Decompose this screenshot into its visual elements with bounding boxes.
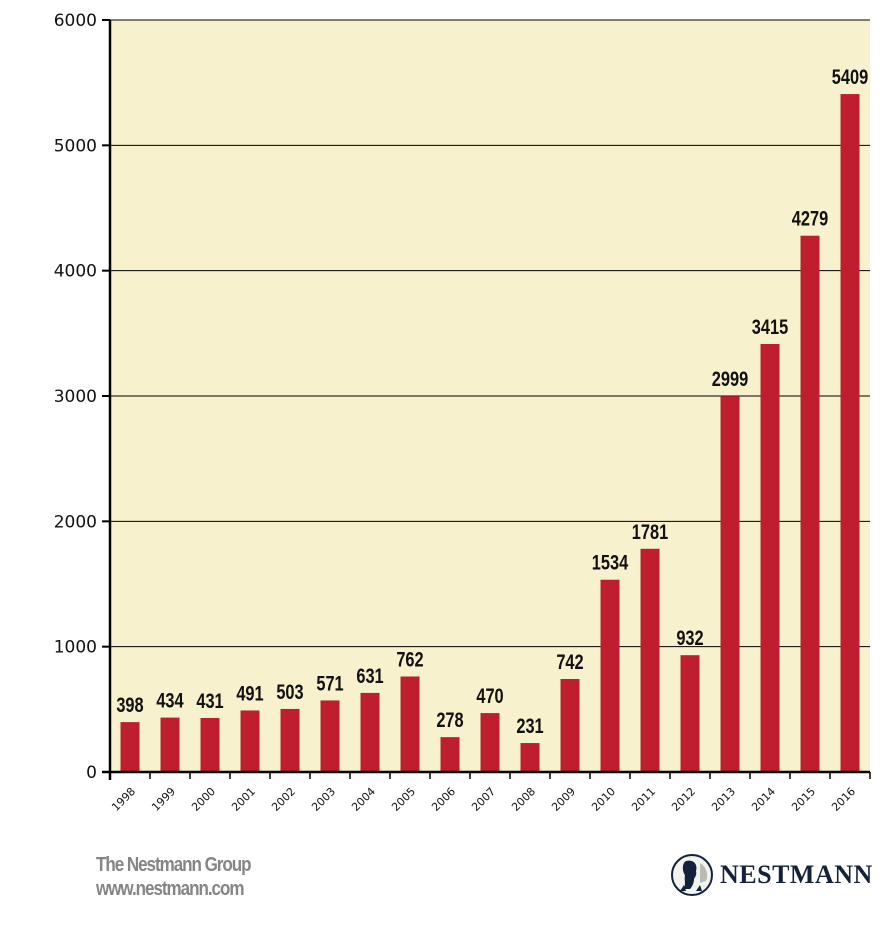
x-tick-label-2003: 2003	[309, 785, 338, 814]
x-tick-label-2007: 2007	[469, 785, 498, 814]
bar-2011	[640, 548, 660, 772]
y-tick-label: 5000	[54, 136, 97, 156]
bar-2003	[320, 700, 340, 772]
y-tick-label: 0	[86, 763, 97, 783]
bar-2005	[400, 676, 420, 772]
x-tick-label-2013: 2013	[709, 785, 738, 814]
x-tick-label-1999: 1999	[149, 785, 178, 814]
bar-1999	[160, 717, 180, 772]
bar-2001	[240, 710, 260, 772]
y-tick-label: 2000	[54, 512, 97, 532]
website-link[interactable]: www.nestmann.com	[96, 878, 244, 900]
x-tick-label-2006: 2006	[429, 785, 458, 814]
data-label-2007: 470	[476, 684, 503, 707]
x-tick-label-2015: 2015	[789, 785, 818, 814]
portrait-seal-icon	[671, 854, 713, 896]
data-label-2010: 1534	[592, 551, 629, 574]
x-tick-label-2005: 2005	[389, 785, 418, 814]
data-label-2000: 431	[196, 689, 223, 712]
bar-2000	[200, 717, 220, 772]
data-label-2008: 231	[516, 714, 543, 737]
x-tick-label-2008: 2008	[509, 785, 538, 814]
bar-2006	[440, 737, 460, 772]
x-tick-label-2016: 2016	[829, 785, 858, 814]
x-tick-label-2011: 2011	[629, 785, 658, 814]
nestmann-logo: NESTMANN	[670, 853, 873, 897]
x-tick-label-2004: 2004	[349, 785, 378, 814]
x-tick-label-2001: 2001	[229, 785, 258, 814]
data-label-2009: 742	[556, 650, 583, 673]
bar-2002	[280, 708, 300, 772]
logo-wordmark: NESTMANN	[720, 860, 873, 889]
company-name: The Nestmann Group	[96, 854, 252, 876]
bar-2009	[560, 679, 580, 772]
data-label-2004: 631	[356, 664, 383, 687]
x-tick-label-2010: 2010	[589, 785, 618, 814]
bar-2014	[760, 343, 780, 772]
x-tick-label-2009: 2009	[549, 785, 578, 814]
bar-2012	[680, 655, 700, 772]
data-label-2011: 1781	[632, 520, 668, 543]
data-label-2006: 278	[436, 708, 463, 731]
x-tick-label-2012: 2012	[669, 785, 698, 814]
data-label-2002: 503	[276, 680, 303, 703]
data-label-2012: 932	[676, 626, 703, 649]
x-tick-label-2014: 2014	[749, 785, 778, 814]
y-tick-label: 6000	[54, 11, 97, 31]
y-tick-label: 3000	[54, 387, 97, 407]
bar-2010	[600, 579, 620, 772]
data-label-2003: 571	[316, 671, 343, 694]
data-label-2005: 762	[396, 648, 423, 671]
bar-1998	[120, 722, 140, 772]
x-tick-label-1998: 1998	[109, 785, 138, 814]
bar-2016	[840, 94, 860, 772]
bar-2004	[360, 692, 380, 772]
y-tick-label: 4000	[54, 262, 97, 282]
x-tick-label-2000: 2000	[189, 785, 218, 814]
footer-credit: The Nestmann Group www.nestmann.com	[96, 853, 252, 901]
bar-2008	[520, 743, 540, 772]
bar-2015	[800, 235, 820, 772]
data-label-2001: 491	[236, 682, 263, 705]
data-label-2016: 5409	[832, 65, 868, 88]
data-label-1998: 398	[116, 693, 143, 716]
x-tick-label-2002: 2002	[269, 785, 298, 814]
data-label-2015: 4279	[792, 207, 828, 230]
bar-2013	[720, 396, 740, 772]
y-tick-label: 1000	[54, 638, 97, 658]
data-label-2013: 2999	[712, 367, 748, 390]
data-label-2014: 3415	[752, 315, 788, 338]
bar-2007	[480, 713, 500, 772]
data-label-1999: 434	[156, 689, 184, 712]
bar-chart: 0 1000 2000 3000 4000 5000 6000 398 1998 434 1999 4…	[54, 11, 871, 814]
